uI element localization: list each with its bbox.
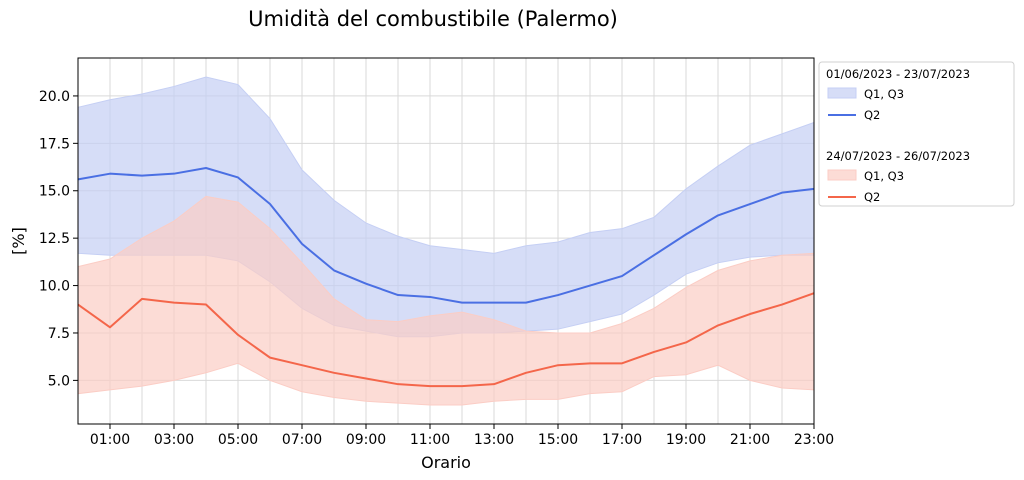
x-tick-label: 15:00 xyxy=(538,432,578,448)
legend-line-label: Q2 xyxy=(864,190,880,204)
chart-title: Umidità del combustibile (Palermo) xyxy=(248,7,618,31)
y-tick-label: 20.0 xyxy=(39,89,70,105)
y-tick-label: 10.0 xyxy=(39,279,70,295)
legend-band-label: Q1, Q3 xyxy=(864,87,904,101)
x-axis-ticks: 01:00 03:00 05:00 07:00 09:00 11:00 13:00 15:00… xyxy=(90,424,834,448)
y-tick-label: 7.5 xyxy=(48,326,70,342)
x-tick-label: 07:00 xyxy=(282,432,322,448)
x-tick-label: 05:00 xyxy=(218,432,258,448)
x-tick-label: 17:00 xyxy=(602,432,642,448)
x-tick-label: 09:00 xyxy=(346,432,386,448)
legend-band-swatch xyxy=(827,169,857,181)
median-line-series-1 xyxy=(77,166,815,304)
legend-band-label: Q1, Q3 xyxy=(864,169,904,183)
y-tick-label: 5.0 xyxy=(48,373,70,389)
legend: 01/06/2023 - 23/07/2023 Q1, Q3 Q2 24/07/202… xyxy=(818,61,1015,207)
x-axis-label: Orario xyxy=(421,453,471,472)
plot-frame xyxy=(77,57,815,425)
median-line-series-2 xyxy=(77,292,815,388)
x-tick-label: 19:00 xyxy=(666,432,706,448)
y-tick-label: 15.0 xyxy=(39,184,70,200)
y-axis-label: [%] xyxy=(9,227,28,255)
y-tick-label: 12.5 xyxy=(39,231,70,247)
median-lines xyxy=(77,166,815,388)
y-axis-ticks: 5.0 7.5 10.0 12.5 15.0 17.5 20.0 xyxy=(39,89,78,389)
x-tick-label: 11:00 xyxy=(410,432,450,448)
x-tick-label: 21:00 xyxy=(730,432,770,448)
y-tick-label: 17.5 xyxy=(39,136,70,152)
x-tick-label: 01:00 xyxy=(90,432,130,448)
legend-frame xyxy=(818,61,1015,207)
x-tick-label: 13:00 xyxy=(474,432,514,448)
legend-band-swatch xyxy=(827,87,857,99)
legend-line-label: Q2 xyxy=(864,108,880,122)
legend-group-title: 24/07/2023 - 26/07/2023 xyxy=(826,149,970,163)
legend-group-title: 01/06/2023 - 23/07/2023 xyxy=(826,67,970,81)
quantile-bands xyxy=(77,76,815,406)
x-tick-label: 23:00 xyxy=(794,432,834,448)
x-tick-label: 03:00 xyxy=(154,432,194,448)
